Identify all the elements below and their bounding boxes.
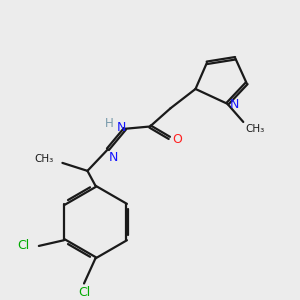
Text: Cl: Cl [17,239,30,252]
Text: N: N [230,98,239,111]
Text: CH₃: CH₃ [34,154,53,164]
Text: O: O [172,133,182,146]
Text: N: N [117,121,126,134]
Text: H: H [105,117,113,130]
Text: CH₃: CH₃ [245,124,265,134]
Text: N: N [109,151,118,164]
Text: Cl: Cl [78,286,90,299]
